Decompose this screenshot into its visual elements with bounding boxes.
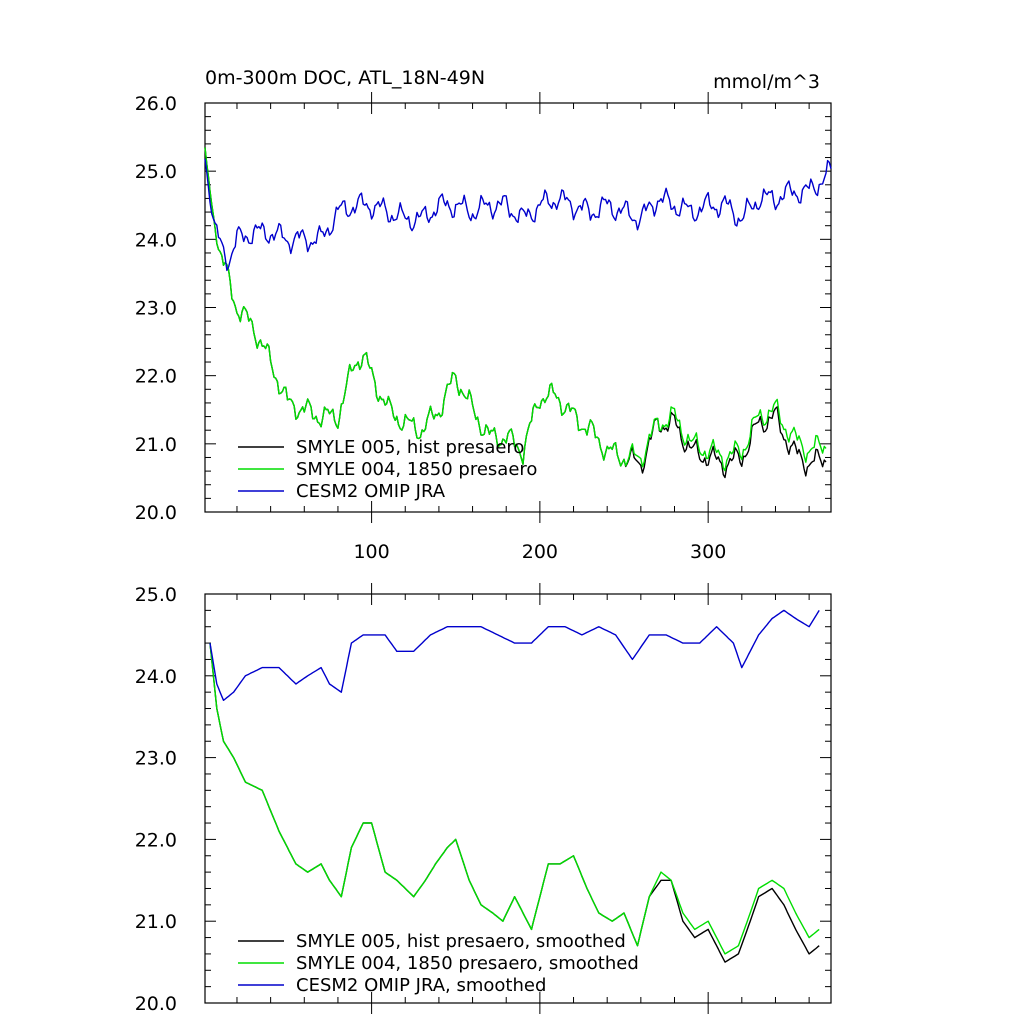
y-tick-label: 21.0 [135,911,177,933]
series-line-3 [209,609,820,701]
x-tick-label: 200 [522,541,558,563]
legend-label: CESM2 OMIP JRA [296,481,446,502]
top-panel: 0m-300m DOC, ATL_18N-49N mmol/m^3 20.0 21… [135,67,832,563]
y-tick-label: 22.0 [135,829,177,851]
top-plot-area: 20.0 21.0 22.0 23.0 24.0 25.0 26.0 100 200 300 [135,92,832,563]
legend-label: CESM2 OMIP JRA, smoothed [296,975,546,996]
series-line-1 [209,643,820,963]
series-line-2 [204,147,827,472]
y-tick-label: 26.0 [135,93,177,115]
legend-label: SMYLE 004, 1850 presaero, smoothed [296,953,639,974]
x-tick-label: 100 [353,541,389,563]
series-line-2 [209,643,820,955]
series-line-3 [204,158,832,272]
y-tick-label: 25.0 [135,161,177,183]
y-tick-label: 22.0 [135,366,177,388]
y-tick-label: 20.0 [135,502,177,524]
y-tick-label: 25.0 [135,584,177,606]
x-tick-label: 300 [690,541,726,563]
y-tick-label: 24.0 [135,666,177,688]
top-panel-title: 0m-300m DOC, ATL_18N-49N [205,67,485,89]
y-tick-label: 20.0 [135,993,177,1015]
plot-frame [204,593,832,1004]
series-line-1 [204,147,827,479]
legend-label: SMYLE 005, hist presaero, smoothed [296,931,626,952]
top-panel-units: mmol/m^3 [713,71,820,93]
bottom-legend: SMYLE 005, hist presaero, smoothedSMYLE … [238,931,639,996]
y-tick-label: 23.0 [135,748,177,770]
y-tick-label: 21.0 [135,434,177,456]
y-tick-label: 24.0 [135,229,177,251]
legend-label: SMYLE 004, 1850 presaero [296,459,537,480]
bottom-panel: 20.0 21.0 22.0 23.0 24.0 25.0 SMYLE 005, hist… [135,583,832,1015]
y-tick-label: 23.0 [135,298,177,320]
bottom-plot-area: 20.0 21.0 22.0 23.0 24.0 25.0 [135,583,832,1015]
legend-label: SMYLE 005, hist presaero [296,437,524,458]
